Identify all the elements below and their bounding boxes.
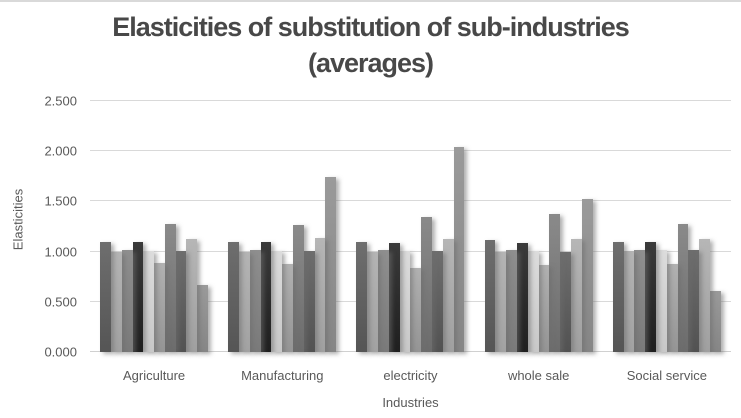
- bar: [282, 263, 294, 352]
- bar: [517, 242, 528, 352]
- bar: [143, 250, 155, 352]
- gridline: [90, 100, 731, 101]
- gridline: [90, 200, 731, 202]
- bar: [656, 249, 667, 352]
- bar: [303, 250, 315, 352]
- bar: [538, 264, 550, 352]
- y-tick-label: 1.500: [44, 193, 77, 209]
- bar: [271, 250, 283, 352]
- bar: [571, 238, 582, 352]
- bar: [453, 147, 465, 352]
- y-tick-label: 0.000: [44, 344, 77, 360]
- bar: [699, 238, 711, 352]
- bar: [581, 199, 593, 352]
- bar: [228, 241, 240, 352]
- bar: [239, 251, 250, 352]
- bar: [314, 237, 326, 352]
- bar-group: [90, 101, 218, 352]
- bar: [710, 290, 721, 352]
- bar: [442, 238, 454, 352]
- bar: [495, 251, 507, 352]
- bar: [484, 239, 496, 352]
- bar: [293, 224, 304, 352]
- bar: [197, 284, 209, 352]
- bar-group: [603, 101, 731, 352]
- y-tick-label: 1.000: [44, 244, 77, 260]
- bar: [560, 251, 572, 352]
- bar: [378, 249, 389, 352]
- bar: [132, 241, 144, 352]
- bar: [527, 250, 539, 352]
- chart-title: Elasticities of substitution of sub-indu…: [0, 9, 741, 81]
- bar: [367, 251, 379, 352]
- bar-group: [346, 101, 474, 352]
- bar: [688, 249, 700, 352]
- x-category-label: Social service: [626, 368, 707, 383]
- bar: [506, 249, 518, 352]
- bar: [666, 263, 678, 352]
- x-category-label: Manufacturing: [241, 368, 324, 383]
- x-category-label: electricity: [383, 368, 438, 383]
- top-edge-divider: [0, 0, 741, 2]
- bar: [325, 177, 337, 352]
- bar: [677, 223, 689, 352]
- chart-title-line-1: Elasticities of substitution of sub-indu…: [112, 12, 630, 42]
- x-axis-category-labels: Agriculture Manufacturing electricity whole…: [90, 368, 731, 383]
- x-category-label: whole sale: [507, 368, 570, 383]
- chart-title-line-2: (averages): [307, 48, 434, 78]
- bar: [399, 250, 411, 352]
- y-axis-tick-labels: 2.500 2.000 1.500 1.000 0.500 0.000: [0, 94, 80, 360]
- bar: [100, 241, 111, 352]
- bar: [388, 242, 400, 352]
- bar: [612, 241, 624, 352]
- gridline: [90, 250, 731, 252]
- bar: [634, 249, 646, 352]
- bar: [164, 223, 176, 352]
- y-tick-label: 2.500: [44, 93, 77, 109]
- bar: [421, 217, 433, 352]
- bar: [175, 250, 187, 352]
- gridline: [90, 150, 731, 152]
- bar: [432, 250, 443, 352]
- bar: [249, 249, 261, 352]
- bar: [186, 238, 198, 352]
- plot-area: [90, 100, 731, 352]
- bar: [623, 250, 635, 352]
- bar: [645, 241, 657, 352]
- bar: [356, 241, 368, 352]
- bar: [154, 262, 165, 352]
- bar: [260, 241, 272, 352]
- bar: [549, 214, 561, 352]
- bar-group: [475, 101, 603, 352]
- bar: [121, 249, 133, 352]
- bar: [410, 267, 422, 352]
- bar-group: [218, 101, 346, 352]
- bar: [110, 251, 122, 352]
- y-tick-label: 0.500: [44, 294, 77, 310]
- x-category-label: Agriculture: [123, 368, 186, 383]
- y-tick-label: 2.000: [44, 143, 77, 159]
- x-axis-title: Industries: [382, 395, 439, 410]
- bar-groups: [90, 101, 731, 352]
